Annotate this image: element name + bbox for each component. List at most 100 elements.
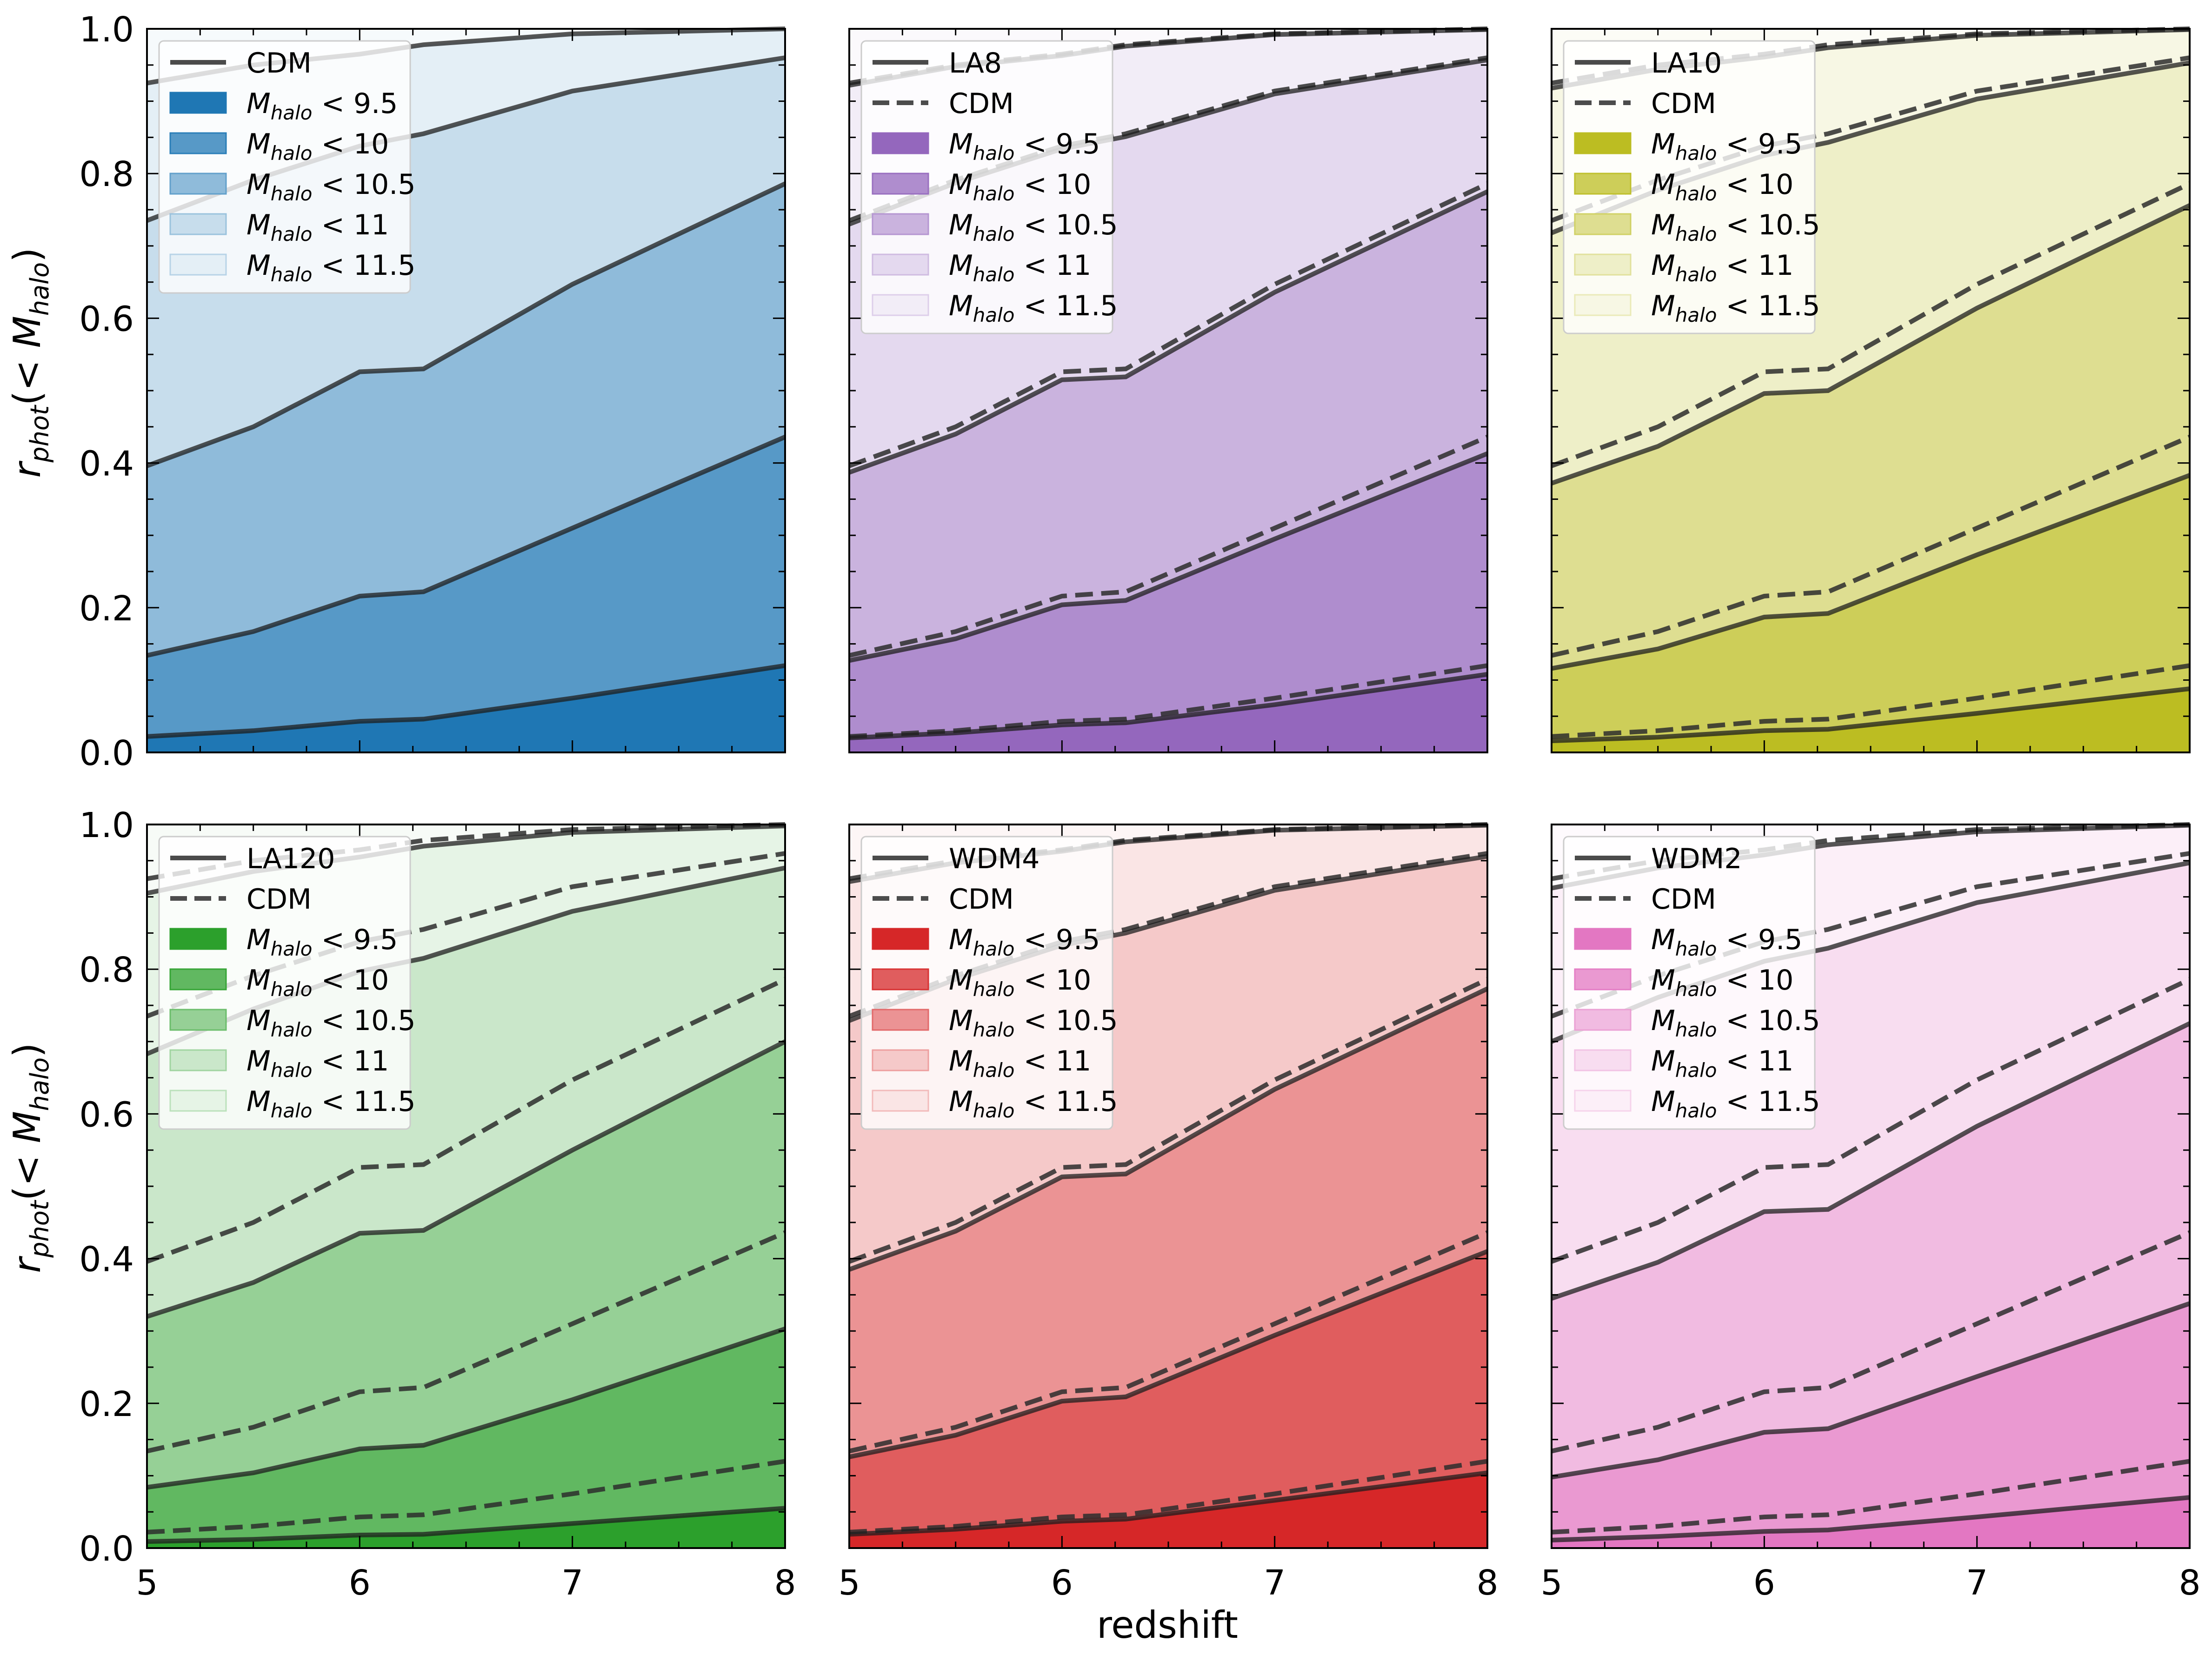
x-tick-label: 8 bbox=[2179, 1563, 2200, 1603]
legend-patch-icon bbox=[169, 213, 227, 235]
legend-label: Mhalo < 11 bbox=[1651, 1045, 1793, 1082]
area-band-3 bbox=[1552, 205, 2190, 669]
area-band-3 bbox=[1552, 1023, 2190, 1477]
legend-patch-icon bbox=[872, 132, 929, 154]
area-band-2 bbox=[1552, 1303, 2190, 1540]
legend-label: CDM bbox=[247, 883, 312, 916]
legend-label: Mhalo < 9.5 bbox=[1651, 924, 1802, 960]
y-tick-label: 0.2 bbox=[79, 589, 134, 629]
area-band-1 bbox=[1552, 689, 2190, 752]
legend-patch-icon bbox=[1574, 173, 1632, 195]
y-tick-label: 0.4 bbox=[79, 444, 134, 484]
area-band-4 bbox=[1552, 863, 2190, 1299]
area-band-2 bbox=[147, 1329, 785, 1542]
model-line-2 bbox=[848, 451, 1488, 663]
legend-label: CDM bbox=[1651, 87, 1716, 120]
y-tick-label: 0.6 bbox=[79, 299, 134, 339]
legend-patch-icon bbox=[169, 1049, 227, 1071]
legend-label: Mhalo < 11 bbox=[949, 249, 1091, 286]
legend-patch-icon bbox=[872, 1009, 929, 1031]
x-tick-label: 8 bbox=[1476, 1563, 1498, 1603]
legend-label: Mhalo < 11.5 bbox=[949, 1085, 1118, 1122]
legend-patch-icon bbox=[872, 928, 929, 950]
legend-label: Mhalo < 10 bbox=[247, 128, 389, 165]
cdm-dashed-line-3 bbox=[1551, 181, 2191, 468]
model-line-3 bbox=[146, 1039, 786, 1319]
legend-label: Mhalo < 10 bbox=[1651, 964, 1793, 1001]
area-band-4 bbox=[147, 58, 785, 466]
legend-label: LA10 bbox=[1651, 47, 1722, 80]
legend-patch-icon bbox=[872, 1090, 929, 1112]
legend-patch-icon bbox=[169, 968, 227, 991]
area-band-2 bbox=[849, 453, 1487, 738]
cdm-dashed-line-2 bbox=[1551, 1230, 2191, 1454]
legend-patch-icon bbox=[1574, 1009, 1632, 1031]
x-tick-label: 6 bbox=[1051, 1563, 1073, 1603]
legend-patch-icon bbox=[169, 132, 227, 154]
y-tick-label: 0.2 bbox=[79, 1384, 134, 1424]
legend-patch-icon bbox=[872, 173, 929, 195]
legend-label: Mhalo < 11 bbox=[247, 209, 389, 246]
model-line-3 bbox=[848, 189, 1489, 475]
cdm-dashed-line-3 bbox=[146, 977, 786, 1264]
model-line-1 bbox=[1551, 1495, 2190, 1542]
legend-patch-icon bbox=[1574, 213, 1632, 235]
model-line-3 bbox=[848, 986, 1489, 1272]
legend-label: Mhalo < 11 bbox=[247, 1045, 389, 1082]
legend-label: WDM2 bbox=[1651, 843, 1742, 875]
legend-label: Mhalo < 9.5 bbox=[247, 87, 398, 124]
legend-patch-icon bbox=[1574, 1049, 1632, 1071]
model-line-3 bbox=[1551, 1021, 2191, 1301]
cdm-dashed-line-2 bbox=[848, 1230, 1488, 1454]
model-line-2 bbox=[1551, 473, 2191, 671]
legend-label: CDM bbox=[949, 87, 1014, 120]
legend-patch-icon bbox=[1574, 1090, 1632, 1112]
legend-label: Mhalo < 9.5 bbox=[949, 128, 1100, 165]
legend-label: Mhalo < 10.5 bbox=[247, 168, 416, 205]
legend-label: Mhalo < 10 bbox=[949, 168, 1091, 205]
legend-patch-icon bbox=[1574, 132, 1632, 154]
x-tick-label: 5 bbox=[838, 1563, 860, 1603]
y-tick-label: 0.8 bbox=[79, 950, 134, 990]
legend-patch-icon bbox=[169, 928, 227, 950]
legend-label: Mhalo < 11 bbox=[1651, 249, 1793, 286]
legend-label: Mhalo < 9.5 bbox=[949, 924, 1100, 960]
legend-patch-icon bbox=[872, 294, 929, 316]
model-line-2 bbox=[146, 435, 786, 658]
legend-label: LA8 bbox=[949, 47, 1002, 80]
legend-label: Mhalo < 10 bbox=[949, 964, 1091, 1001]
cdm-dashed-line-2 bbox=[848, 435, 1488, 658]
legend-patch-icon bbox=[1574, 968, 1632, 991]
panel-cdm: 0.0 0.2 0.4 0.6 0.8 1.0 CDM Mhalo < 9.5 Mhalo < … bbox=[79, 10, 786, 773]
panel-la120: 0.0 0.2 0.4 0.6 0.8 1.0 5 6 7 8 LA120 CDM Mhalo < 9.… bbox=[79, 805, 796, 1603]
legend-label: Mhalo < 11.5 bbox=[949, 290, 1118, 326]
y-tick-label: 0.8 bbox=[79, 154, 134, 194]
legend-patch-icon bbox=[872, 1049, 929, 1071]
area-band-3 bbox=[147, 1041, 785, 1488]
area-band-3 bbox=[147, 184, 785, 656]
y-tick-label: 1.0 bbox=[79, 10, 134, 50]
legend-patch-icon bbox=[872, 213, 929, 235]
area-band-4 bbox=[1552, 63, 2190, 484]
cdm-dashed-line-3 bbox=[848, 977, 1489, 1264]
x-tick-label: 7 bbox=[561, 1563, 583, 1603]
y-tick-label: 0.4 bbox=[79, 1240, 134, 1280]
x-tick-label: 7 bbox=[1264, 1563, 1286, 1603]
model-line-1 bbox=[1551, 686, 2190, 744]
model-line-1 bbox=[849, 1470, 1488, 1537]
legend-label: Mhalo < 11 bbox=[949, 1045, 1091, 1082]
cdm-dashed-line-1 bbox=[849, 1459, 1488, 1535]
cdm-dashed-line-1 bbox=[1551, 663, 2190, 739]
legend-label: Mhalo < 10.5 bbox=[949, 1004, 1118, 1041]
area-band-3 bbox=[849, 989, 1487, 1457]
model-line-1 bbox=[849, 672, 1488, 740]
area-band-2 bbox=[849, 1251, 1487, 1535]
